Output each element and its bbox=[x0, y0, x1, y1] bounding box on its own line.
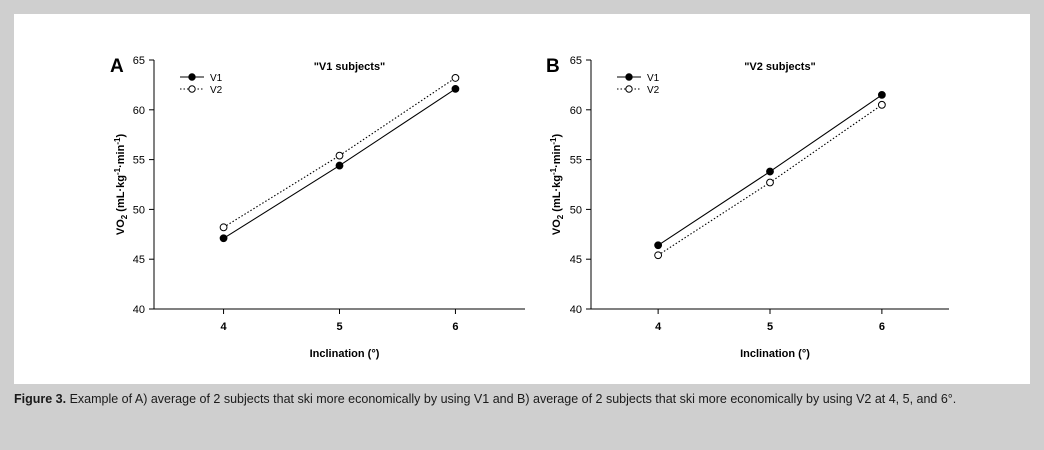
chart-title: "V2 subjects" bbox=[744, 61, 816, 73]
panel-letter: A bbox=[110, 56, 124, 77]
legend-label-v1: V1 bbox=[210, 73, 223, 84]
data-point-v2 bbox=[654, 251, 663, 260]
y-tick-label: 65 bbox=[133, 55, 145, 67]
legend-marker-v1 bbox=[625, 73, 633, 81]
y-axis-label: VO2 (mL·kg-1·min-1) bbox=[113, 134, 129, 236]
x-tick-label: 6 bbox=[452, 321, 458, 333]
data-point-v1 bbox=[335, 161, 344, 170]
legend-marker-v2 bbox=[188, 85, 196, 93]
caption-label: Figure 3. bbox=[14, 392, 67, 406]
data-point-v2 bbox=[335, 151, 344, 160]
y-tick-label: 55 bbox=[133, 155, 145, 167]
y-tick-label: 55 bbox=[570, 155, 582, 167]
y-tick-label: 65 bbox=[570, 55, 582, 67]
y-tick-label: 40 bbox=[133, 304, 145, 316]
data-point-v2 bbox=[451, 74, 460, 82]
data-point-v2 bbox=[219, 223, 228, 232]
panel-letter: B bbox=[546, 56, 560, 77]
x-tick-label: 4 bbox=[221, 321, 228, 333]
y-tick-label: 50 bbox=[133, 204, 145, 216]
legend-marker-v1 bbox=[188, 73, 196, 81]
legend-label-v1: V1 bbox=[647, 73, 660, 84]
x-axis-label: Inclination (°) bbox=[310, 348, 380, 360]
legend-label-v2: V2 bbox=[647, 85, 660, 96]
figure-caption: Figure 3. Example of A) average of 2 sub… bbox=[14, 390, 1024, 408]
y-tick-label: 50 bbox=[570, 204, 582, 216]
data-point-v1 bbox=[766, 167, 774, 176]
data-point-v1 bbox=[451, 84, 460, 93]
y-tick-label: 45 bbox=[133, 254, 145, 266]
y-axis-label: VO2 (mL·kg-1·min-1) bbox=[549, 134, 565, 236]
chart-title: "V1 subjects" bbox=[314, 61, 386, 73]
y-tick-label: 60 bbox=[570, 105, 582, 117]
x-tick-label: 5 bbox=[336, 321, 342, 333]
figure-panel: A "V1 subjects" 40 45 50 55 60 65 4 5 6 Inclination… bbox=[14, 14, 1030, 384]
x-tick-label: 4 bbox=[655, 321, 662, 333]
data-point-v2 bbox=[877, 100, 886, 109]
data-point-v2 bbox=[766, 178, 774, 187]
caption-text: Example of A) average of 2 subjects that… bbox=[66, 392, 957, 406]
x-tick-label: 6 bbox=[879, 321, 885, 333]
data-point-v1 bbox=[877, 90, 886, 99]
y-tick-label: 40 bbox=[570, 304, 582, 316]
legend-label-v2: V2 bbox=[210, 85, 223, 96]
legend-marker-v2 bbox=[625, 85, 633, 93]
x-tick-label: 5 bbox=[767, 321, 773, 333]
data-point-v1 bbox=[654, 241, 663, 250]
x-axis-label: Inclination (°) bbox=[740, 348, 810, 360]
y-tick-label: 60 bbox=[133, 105, 145, 117]
y-tick-label: 45 bbox=[570, 254, 582, 266]
data-point-v1 bbox=[219, 234, 228, 243]
